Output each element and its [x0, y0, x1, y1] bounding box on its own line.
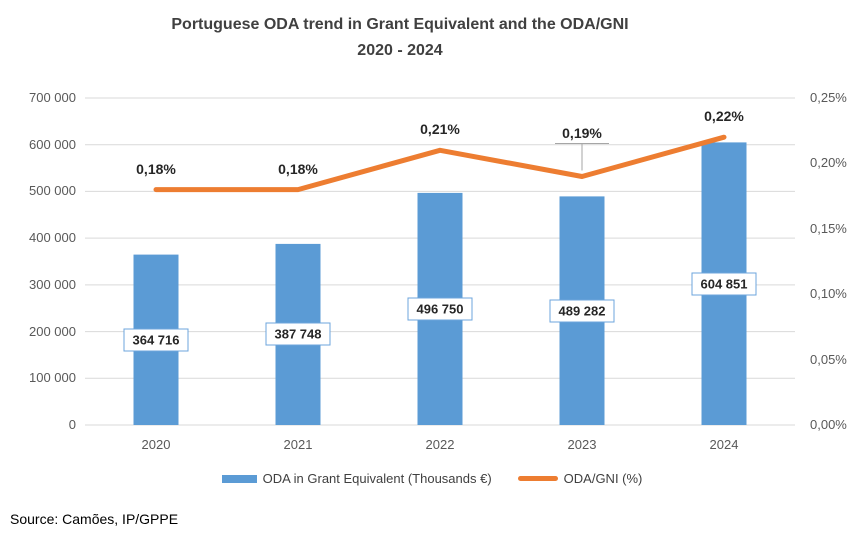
legend-line-label: ODA/GNI (%)	[563, 471, 643, 486]
bar-2021	[275, 243, 321, 425]
oda-gni-line	[153, 134, 727, 193]
chart-title-line2: 2020 - 2024	[357, 42, 443, 59]
source-text: Source: Camões, IP/GPPE	[10, 511, 179, 527]
legend: ODA in Grant Equivalent (Thousands €) OD…	[0, 471, 864, 486]
legend-line-swatch-icon	[517, 476, 558, 481]
bar-2024	[701, 142, 747, 425]
legend-bar-swatch-icon	[221, 474, 257, 483]
bar-2022	[417, 192, 463, 425]
legend-bar-label: ODA in Grant Equivalent (Thousands €)	[262, 471, 492, 486]
chart-title-line1: Portuguese ODA trend in Grant Equivalent…	[171, 16, 629, 33]
bar-2023	[559, 196, 605, 425]
chart-title: Portuguese ODA trend in Grant Equivalent…	[0, 12, 800, 64]
bar-2020	[133, 254, 179, 425]
